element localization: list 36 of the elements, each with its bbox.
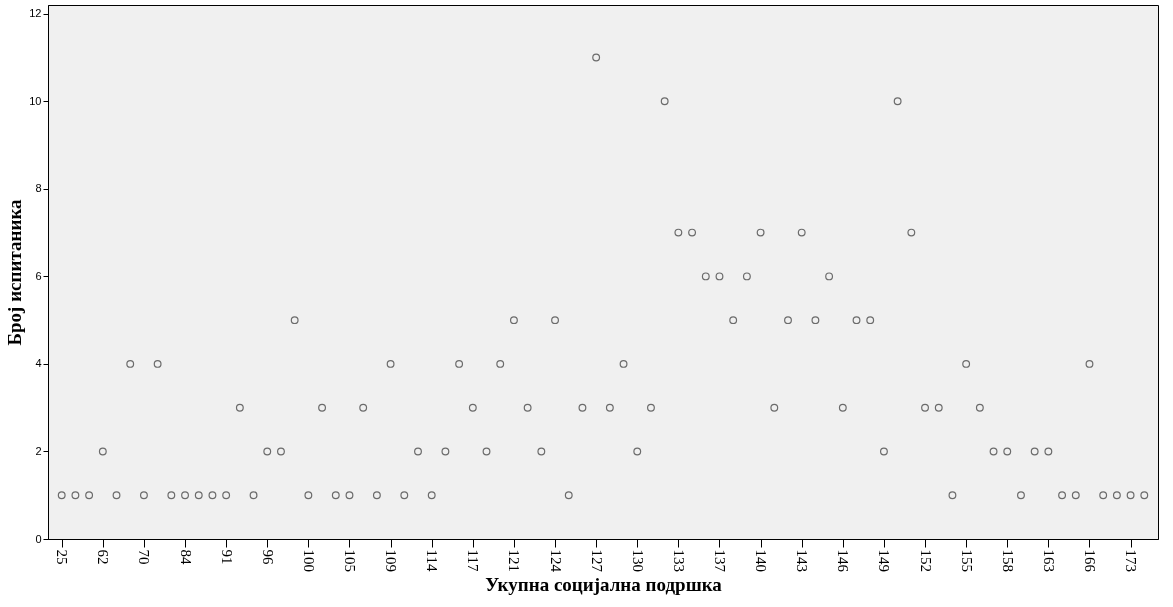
x-tick-label: 121 <box>506 549 523 572</box>
x-tick-label: 158 <box>999 549 1016 572</box>
x-tick-label: 91 <box>218 549 235 565</box>
x-tick-label: 62 <box>95 549 112 565</box>
x-tick-label: 149 <box>876 549 893 572</box>
y-axis-title: Број испитаника <box>4 198 26 346</box>
x-tick-label: 137 <box>711 549 728 573</box>
x-tick-label: 96 <box>259 549 276 565</box>
y-tick-label: 8 <box>35 182 42 195</box>
y-tick-label: 2 <box>35 444 42 457</box>
x-tick-label: 143 <box>794 549 811 572</box>
x-tick-label: 84 <box>177 549 194 565</box>
x-tick-label: 163 <box>1040 549 1057 572</box>
x-tick-label: 140 <box>753 549 770 572</box>
x-tick-label: 173 <box>1123 549 1140 572</box>
x-tick-label: 133 <box>670 549 687 572</box>
y-tick-label: 0 <box>35 532 42 545</box>
x-tick-label: 114 <box>424 549 441 572</box>
x-tick-label: 152 <box>917 549 934 572</box>
x-tick-label: 105 <box>341 549 358 572</box>
y-tick-label: 12 <box>29 7 42 20</box>
x-tick-label: 130 <box>629 549 646 572</box>
x-tick-label: 155 <box>958 549 975 572</box>
y-tick-label: 6 <box>35 269 42 282</box>
x-tick-label: 70 <box>136 549 153 565</box>
x-tick-label: 124 <box>547 549 564 573</box>
y-tick-label: 4 <box>35 357 42 370</box>
x-tick-label: 109 <box>383 549 400 572</box>
x-axis-title: Укупна социјална подршка <box>485 574 723 595</box>
y-tick-label: 10 <box>29 94 42 107</box>
x-tick-label: 166 <box>1081 549 1098 573</box>
x-tick-label: 146 <box>835 549 852 573</box>
x-tick-label: 100 <box>300 549 317 572</box>
x-tick-label: 25 <box>54 549 71 565</box>
x-tick-label: 117 <box>465 549 482 572</box>
x-tick-label: 127 <box>588 549 605 573</box>
